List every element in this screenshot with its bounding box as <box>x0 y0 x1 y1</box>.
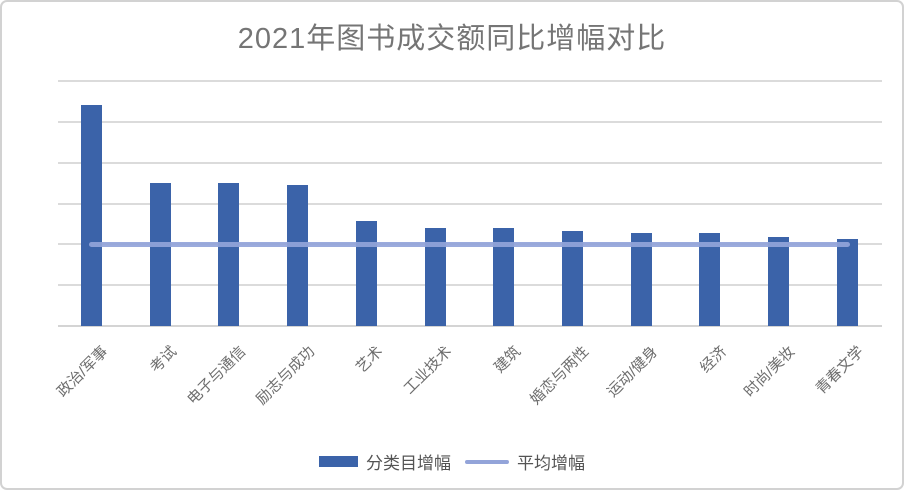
chart-title: 2021年图书成交额同比增幅对比 <box>237 23 667 55</box>
legend-label-line-series: 平均增幅 <box>517 454 585 473</box>
x-axis-label: 政治/军事 <box>54 343 112 401</box>
bar-政治/军事[interactable] <box>81 104 102 326</box>
x-axis-label: 工业技术 <box>400 343 456 398</box>
x-axis-label: 婚恋与两性 <box>527 343 593 409</box>
legend-item-bar-series[interactable]: 分类目增幅 <box>319 449 451 474</box>
average-line[interactable] <box>89 242 850 247</box>
bar-运动/健身[interactable] <box>630 233 652 326</box>
x-axis-label: 励志与成功 <box>252 343 318 409</box>
bar-工业技术[interactable] <box>424 228 446 326</box>
bar-电子与通信[interactable] <box>218 182 240 326</box>
gridline <box>58 284 882 287</box>
x-axis-label: 青春文学 <box>812 343 868 398</box>
legend-item-line-series[interactable]: 平均增幅 <box>465 449 585 474</box>
gridline <box>58 202 882 205</box>
x-axis-line <box>58 325 882 327</box>
x-axis-label: 建筑 <box>490 343 524 377</box>
x-axis-label: 艺术 <box>353 343 387 377</box>
line-swatch-icon <box>465 459 509 464</box>
bar-考试[interactable] <box>149 183 171 326</box>
x-axis-label: 运动/健身 <box>603 343 662 401</box>
plot-area <box>58 80 882 327</box>
x-axis-label: 考试 <box>147 343 181 377</box>
gridline <box>58 161 882 164</box>
gridline <box>58 80 882 82</box>
x-axis-label: 电子与通信 <box>183 343 250 409</box>
x-axis-label: 时尚/美妆 <box>741 343 799 401</box>
bar-励志与成功[interactable] <box>287 184 309 326</box>
bar-swatch-icon <box>319 456 358 467</box>
legend: 分类目增幅 平均增幅 <box>2 449 902 474</box>
bar-青春文学[interactable] <box>836 239 858 326</box>
gridline <box>58 120 882 123</box>
bar-婚恋与两性[interactable] <box>561 230 583 326</box>
bar-经济[interactable] <box>699 232 721 326</box>
bar-时尚/美妆[interactable] <box>768 237 789 326</box>
bar-艺术[interactable] <box>355 220 377 326</box>
legend-label-bar-series: 分类目增幅 <box>366 454 451 473</box>
x-axis-label: 经济 <box>696 343 730 377</box>
bar-建筑[interactable] <box>493 228 515 326</box>
